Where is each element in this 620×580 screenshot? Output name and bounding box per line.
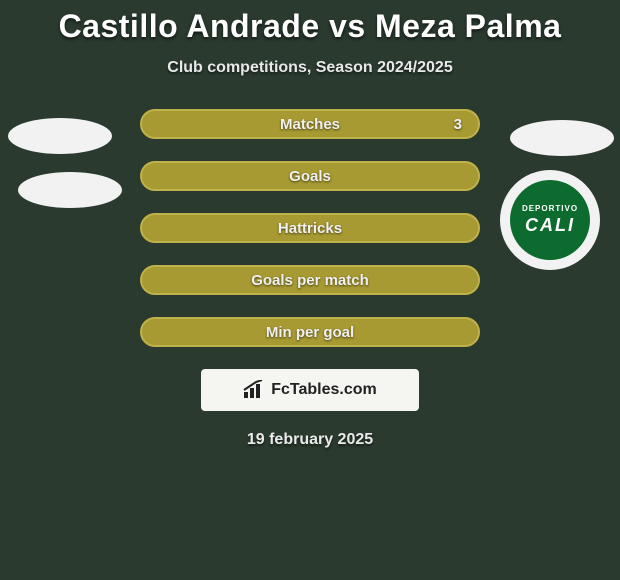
- stat-label: Goals: [289, 168, 331, 185]
- left-player-badge-placeholder-2: [18, 172, 122, 208]
- stat-pill: Min per goal: [140, 317, 480, 347]
- stat-pill: Hattricks: [140, 213, 480, 243]
- title-vs: vs: [329, 8, 366, 44]
- stat-row-goals-per-match: Goals per match: [0, 265, 620, 295]
- brand-text: FcTables.com: [271, 381, 377, 399]
- brand-logo: FcTables.com: [201, 369, 419, 411]
- club-badge-main-text: CALI: [525, 215, 575, 236]
- right-player-badge-placeholder: [510, 120, 614, 156]
- stat-row-min-per-goal: Min per goal: [0, 317, 620, 347]
- bar-chart-icon: [243, 380, 265, 400]
- title-player-right: Meza Palma: [375, 8, 561, 44]
- stat-value: 3: [454, 116, 462, 133]
- club-badge-arc-text: DEPORTIVO: [522, 204, 578, 213]
- title-player-left: Castillo Andrade: [59, 8, 320, 44]
- stat-label: Hattricks: [278, 220, 342, 237]
- stat-pill: Goals: [140, 161, 480, 191]
- stat-pill: Matches 3: [140, 109, 480, 139]
- page-title: Castillo Andrade vs Meza Palma: [0, 0, 620, 45]
- stat-label: Matches: [280, 116, 340, 133]
- club-badge-inner: DEPORTIVO CALI: [510, 180, 590, 260]
- stat-pill: Goals per match: [140, 265, 480, 295]
- right-club-badge: DEPORTIVO CALI: [500, 170, 600, 270]
- left-player-badge-placeholder-1: [8, 118, 112, 154]
- stat-label: Min per goal: [266, 324, 354, 341]
- subtitle: Club competitions, Season 2024/2025: [0, 59, 620, 77]
- stat-label: Goals per match: [251, 272, 369, 289]
- footer-date: 19 february 2025: [0, 431, 620, 449]
